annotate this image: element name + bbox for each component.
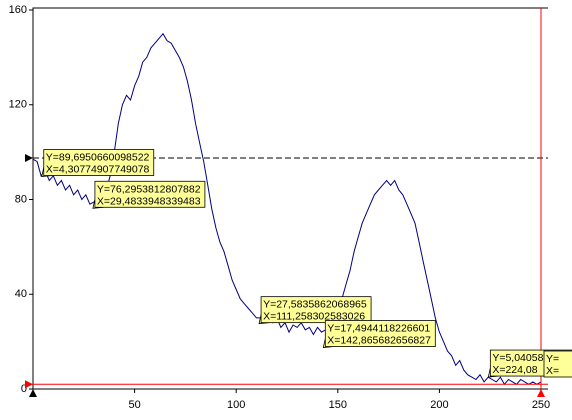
tooltip-text: X=111,258302583026 bbox=[263, 311, 365, 323]
tooltip-text: Y=5,04058 bbox=[492, 352, 543, 364]
tooltip-box bbox=[543, 350, 572, 378]
cursor-marker-x bbox=[537, 389, 545, 397]
y-tick-label: 80 bbox=[15, 193, 27, 205]
tooltip-text: X=29,4833948339483 bbox=[97, 195, 201, 207]
x-tick-label: 200 bbox=[430, 399, 448, 411]
x-tick-label: 50 bbox=[128, 399, 140, 411]
tooltip-text: Y=17,4944118226601 bbox=[327, 323, 430, 335]
tooltip-text: X= bbox=[546, 365, 559, 377]
data-line bbox=[32, 32, 542, 386]
tooltip-text: X=142,865682656827 bbox=[327, 335, 431, 347]
y-tick-label: 160 bbox=[9, 4, 27, 16]
cursor-marker-x bbox=[29, 389, 37, 397]
x-tick-label: 150 bbox=[329, 399, 347, 411]
tooltip-text: Y= bbox=[546, 353, 559, 365]
x-tick-label: 250 bbox=[532, 399, 550, 411]
tooltip-text: Y=76,2953812807882 bbox=[97, 183, 201, 195]
tooltip-text: X=224,08 bbox=[492, 364, 537, 376]
tooltip-box bbox=[260, 296, 372, 324]
y-tick-label: 40 bbox=[15, 288, 27, 300]
tooltip-box bbox=[94, 180, 206, 208]
x-tick-label: 100 bbox=[227, 399, 245, 411]
cursor-marker-y bbox=[25, 380, 33, 389]
y-tick-label: 120 bbox=[9, 99, 27, 111]
tooltip-text: X=4,30774907749078 bbox=[46, 164, 150, 176]
tooltip-box bbox=[43, 149, 155, 176]
tooltip-box bbox=[324, 320, 436, 347]
tooltip-text: Y=27,5835862068965 bbox=[263, 299, 367, 311]
tooltip-text: Y=89,6950660098522 bbox=[46, 152, 150, 164]
cursor-marker-y bbox=[25, 154, 33, 163]
tooltip: Y=X= bbox=[543, 350, 572, 378]
y-tick-label: 0 bbox=[21, 383, 27, 395]
